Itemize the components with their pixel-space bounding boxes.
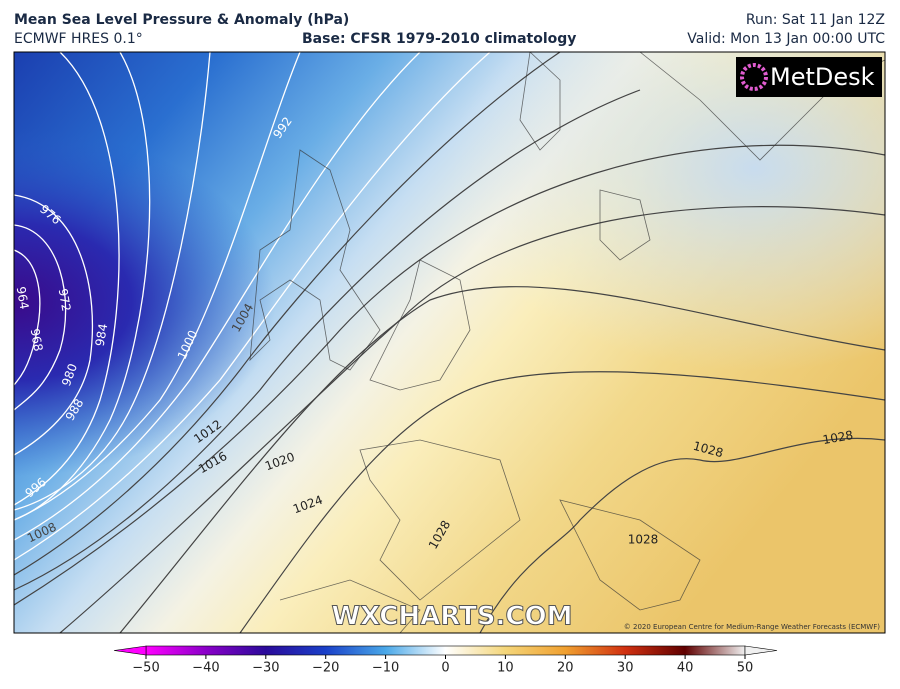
contour-label: 968 <box>28 327 46 352</box>
colorbar-end <box>744 645 778 656</box>
colorbar-tick-label: −50 <box>132 661 159 676</box>
title: Mean Sea Level Pressure & Anomaly (hPa) <box>14 12 349 28</box>
base: Base: CFSR 1979-2010 climatology <box>302 31 576 47</box>
isobars-low <box>14 52 491 561</box>
contour-label: 964 <box>14 285 32 310</box>
colorbar-tick-label: 0 <box>441 661 449 676</box>
contour-label: 984 <box>93 322 111 347</box>
colorbar-scale <box>145 645 746 656</box>
colorbar-tick-label: 30 <box>617 661 634 676</box>
contour-label: 1028 <box>822 428 855 447</box>
colorbar-end <box>113 645 147 656</box>
colorbar-tick-label: 50 <box>737 661 754 676</box>
run: Run: Sat 11 Jan 12Z <box>746 12 885 28</box>
anomaly-field <box>14 52 885 633</box>
colorbar-tick-label: 10 <box>497 661 514 676</box>
colorbar: −50 −40 −30 −20 −10 0 10 20 30 40 50 <box>113 645 778 676</box>
colorbar-tick-label: −40 <box>192 661 219 676</box>
copyright: © 2020 European Centre for Medium-Range … <box>624 623 880 631</box>
colorbar-tick-label: 20 <box>557 661 574 676</box>
valid: Valid: Mon 13 Jan 00:00 UTC <box>687 31 885 47</box>
model: ECMWF HRES 0.1° <box>14 31 143 47</box>
colorbar-tick-label: −30 <box>252 661 279 676</box>
isobars-high <box>14 52 885 633</box>
colorbar-tick-label: 40 <box>677 661 694 676</box>
contour-label: 1028 <box>628 533 659 547</box>
logo-box <box>736 57 882 97</box>
contour-label: 972 <box>56 287 74 312</box>
logo-icon <box>740 63 768 91</box>
colorbar-tick-label: −20 <box>312 661 339 676</box>
map-frame <box>13 51 886 634</box>
colorbar-tick-label: −10 <box>372 661 399 676</box>
logo: MetDesk <box>770 63 875 91</box>
watermark: WXCHARTS.COM <box>331 602 572 632</box>
